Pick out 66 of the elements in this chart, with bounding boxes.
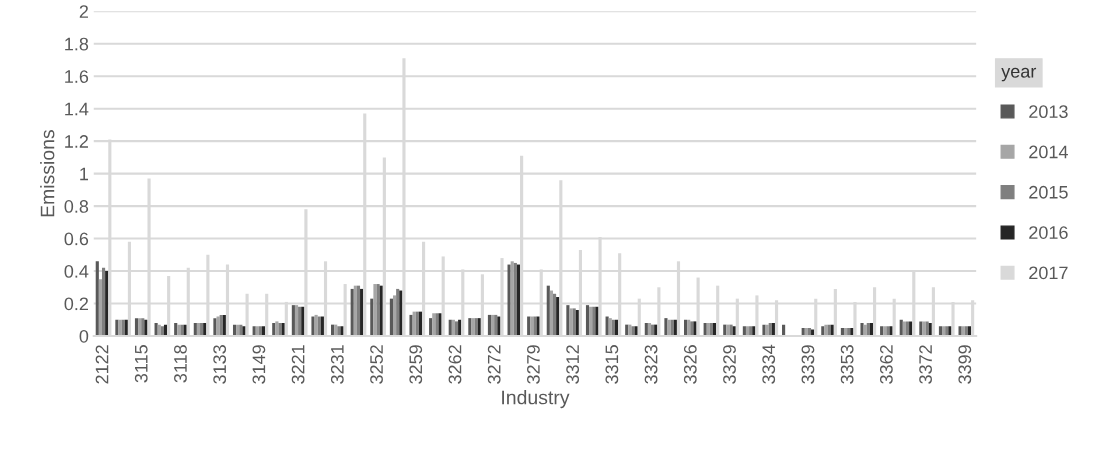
x-tick-label: 3399 xyxy=(958,345,972,384)
x-tick-label: 3231 xyxy=(330,345,344,384)
y-tick-label: 1.8 xyxy=(65,37,89,51)
x-tick-label: 3372 xyxy=(919,345,932,384)
bar xyxy=(546,285,550,336)
bar xyxy=(389,298,393,336)
x-tick-label: 3353 xyxy=(840,345,854,384)
bar xyxy=(356,285,361,336)
x-tick-label: 3149 xyxy=(252,345,266,384)
bar xyxy=(905,321,910,336)
legend-label: 2015 xyxy=(1029,185,1068,199)
bar xyxy=(134,318,139,336)
legend-label: 2013 xyxy=(1029,105,1068,119)
x-tick-label: 3334 xyxy=(762,344,776,384)
x-tick-label: 3326 xyxy=(683,345,697,384)
bar xyxy=(516,264,521,336)
legend-label: 2014 xyxy=(1029,145,1068,159)
bar xyxy=(418,311,423,336)
x-axis-title: Industry xyxy=(502,390,570,409)
bar xyxy=(553,293,557,336)
legend-label: 2016 xyxy=(1029,226,1068,239)
y-tick-label: 0.4 xyxy=(64,264,89,278)
x-tick-label: 3279 xyxy=(527,345,540,384)
y-axis-title: Emissions xyxy=(40,130,55,217)
x-tick-label: 3262 xyxy=(448,345,462,384)
y-tick-label: 2 xyxy=(79,5,88,18)
x-tick-label: 3272 xyxy=(487,345,501,384)
bar xyxy=(429,318,433,336)
x-tick-label: 3362 xyxy=(879,345,893,384)
bar xyxy=(294,305,299,336)
x-tick-label: 3315 xyxy=(605,345,619,384)
bar xyxy=(487,314,492,336)
x-tick-label: 3339 xyxy=(801,345,815,384)
y-tick-label: 0.8 xyxy=(64,200,89,213)
bar xyxy=(105,271,109,336)
x-tick-label: 3252 xyxy=(370,345,383,384)
y-tick-label: 1.4 xyxy=(65,102,89,116)
bar xyxy=(454,321,459,336)
bar xyxy=(95,261,99,336)
bar xyxy=(585,305,590,336)
y-tick-label: 0 xyxy=(79,329,89,343)
legend-label: 2017 xyxy=(1029,266,1068,280)
bar xyxy=(556,297,560,336)
x-tick-label: 3221 xyxy=(291,345,305,384)
bar xyxy=(549,290,553,336)
x-tick-label: 3329 xyxy=(723,345,736,384)
bar xyxy=(98,279,102,336)
bar xyxy=(909,321,913,336)
bar xyxy=(101,267,106,336)
bar xyxy=(360,288,364,336)
x-tick-label: 3133 xyxy=(213,345,227,384)
y-tick-label: 1.2 xyxy=(65,135,88,148)
y-tick-label: 1.6 xyxy=(65,70,89,83)
x-tick-label: 2122 xyxy=(95,345,109,384)
y-tick-label: 0.6 xyxy=(64,232,89,246)
y-tick-label: 0.2 xyxy=(64,297,88,311)
legend-title: year xyxy=(1001,67,1037,82)
bar xyxy=(291,305,295,336)
bar xyxy=(392,295,397,336)
x-tick-label: 3312 xyxy=(566,345,580,384)
x-tick-label: 3323 xyxy=(644,345,658,384)
bar xyxy=(370,298,374,336)
x-tick-label: 3115 xyxy=(134,345,148,383)
x-tick-label: 3259 xyxy=(409,345,423,384)
x-tick-label: 3118 xyxy=(174,345,187,383)
y-tick-label: 1 xyxy=(80,167,89,181)
